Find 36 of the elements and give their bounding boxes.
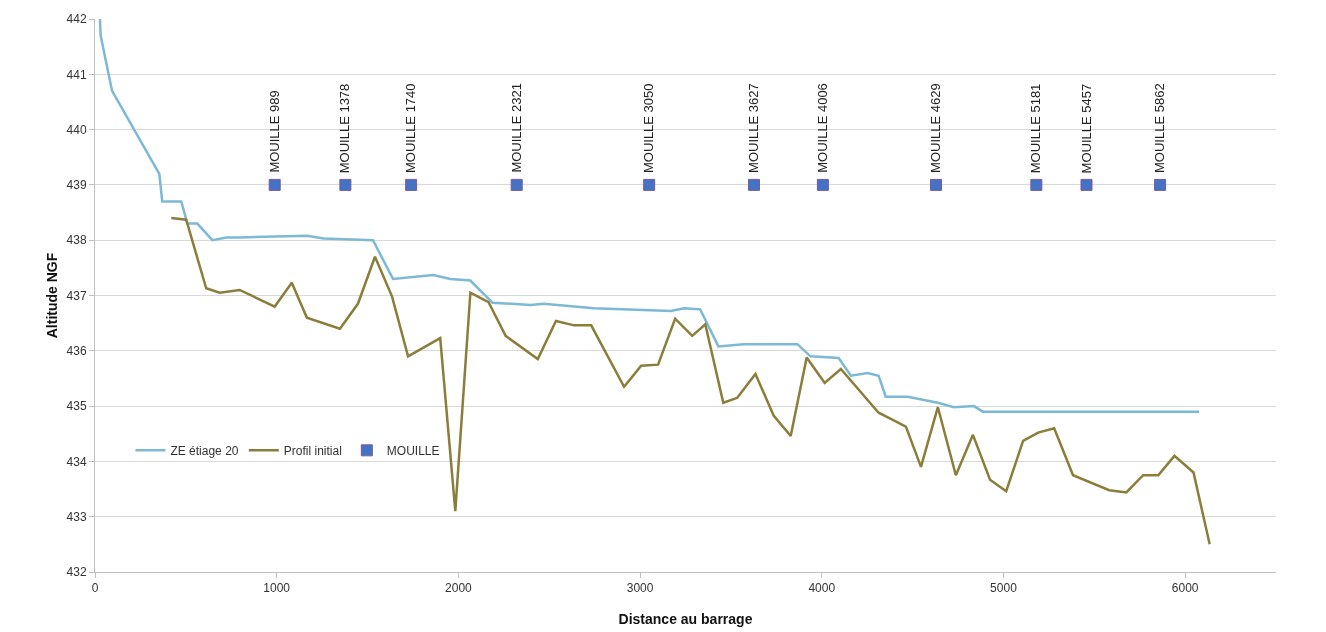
x-axis-title: Distance au barrage: [618, 611, 753, 627]
x-tick-label: 3000: [626, 581, 654, 596]
data-label: MOUILLE 3627: [746, 83, 762, 173]
y-tick-label: 432: [66, 565, 87, 580]
legend-label: Profil initial: [283, 444, 342, 459]
x-tick-label: 6000: [1171, 581, 1199, 596]
y-tick-label: 435: [66, 399, 87, 414]
y-tick-label: 440: [66, 122, 87, 137]
data-label: MOUILLE 2321: [508, 83, 524, 173]
x-tick-label: 4000: [808, 581, 836, 596]
y-tick-label: 436: [66, 344, 87, 358]
x-tick-label: 2000: [445, 581, 473, 596]
y-axis-title: Altitude NGF: [44, 252, 60, 339]
line-series: [170, 216, 1211, 546]
data-label: MOUILLE 1378: [337, 83, 353, 174]
y-tick-label: 441: [66, 67, 87, 82]
data-label: MOUILLE 5181: [1028, 83, 1044, 174]
data-label: MOUILLE 5457: [1078, 83, 1094, 174]
data-label: MOUILLE 1740: [403, 83, 419, 174]
data-label: MOUILLE 4629: [928, 83, 944, 173]
data-label: MOUILLE 4006: [814, 83, 830, 173]
y-tick-label: 434: [66, 454, 87, 469]
x-tick-label: 5000: [990, 581, 1018, 596]
y-tick-label: 439: [66, 178, 87, 193]
x-tick-label: 0: [91, 581, 99, 596]
y-tick-label: 438: [66, 233, 87, 248]
data-label: MOUILLE 989: [266, 90, 282, 173]
legend-label: ZE étiage 20: [170, 444, 239, 459]
y-tick-label: 433: [66, 509, 87, 524]
data-label: MOUILLE 5862: [1152, 83, 1168, 173]
legend-label: MOUILLE: [386, 444, 440, 459]
x-tick-label: 1000: [263, 581, 291, 596]
data-label: MOUILLE 3050: [641, 83, 657, 174]
line-series: [98, 19, 1201, 413]
y-tick-label: 437: [66, 288, 87, 303]
y-tick-label: 442: [66, 12, 87, 27]
